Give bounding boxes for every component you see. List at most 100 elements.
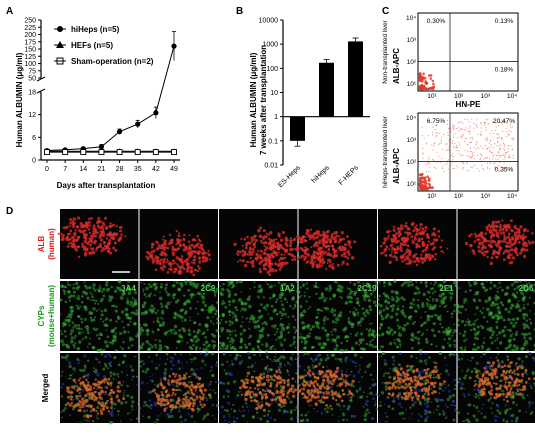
- merged-signal: [349, 359, 352, 361]
- albumin-signal: [112, 223, 116, 227]
- merged-signal: [147, 405, 150, 408]
- cyp-signal: [206, 283, 210, 287]
- albumin-signal: [241, 249, 245, 253]
- cyp-signal: [490, 303, 494, 307]
- merged-overlap-signal: [246, 378, 249, 382]
- merged-overlap-signal: [270, 398, 274, 402]
- merged-overlap-signal: [275, 384, 279, 388]
- merged-overlap-signal: [185, 372, 188, 375]
- merged-signal: [223, 419, 226, 422]
- merged-overlap-signal: [87, 404, 91, 408]
- cyp-signal: [279, 335, 283, 339]
- albumin-signal: [164, 239, 167, 243]
- cyp-signal: [293, 337, 295, 340]
- albumin-signal: [285, 238, 289, 242]
- cyp-signal: [323, 299, 327, 303]
- albumin-signal: [253, 234, 257, 239]
- merged-signal: [365, 369, 368, 371]
- cyp-signal: [276, 327, 279, 331]
- flow-event: [452, 147, 454, 149]
- flow-event: [501, 123, 503, 125]
- merged-signal: [259, 417, 263, 421]
- flow-event: [461, 162, 463, 164]
- flow-event: [461, 154, 464, 156]
- flow-x-tick: 10⁴: [507, 193, 517, 200]
- flow-event: [495, 132, 497, 135]
- merged-signal: [307, 365, 311, 370]
- y-tick-label: 10: [270, 90, 278, 97]
- merged-signal: [130, 368, 135, 372]
- merged-signal: [78, 359, 81, 362]
- merged-overlap-signal: [264, 366, 268, 369]
- albumin-signal: [492, 239, 495, 242]
- merged-overlap-signal: [104, 401, 108, 405]
- cyp-signal: [231, 299, 236, 303]
- cyp-signal: [510, 283, 514, 287]
- cyp-signal: [520, 347, 524, 351]
- merged-overlap-signal: [89, 414, 93, 418]
- merged-signal: [111, 414, 113, 417]
- cyp-signal: [110, 285, 113, 289]
- cyp-signal: [135, 309, 139, 312]
- data-point-circle: [116, 129, 123, 135]
- albumin-signal: [268, 255, 272, 259]
- cyp-signal: [426, 329, 429, 332]
- merged-overlap-signal: [84, 394, 88, 398]
- cyp-signal: [301, 349, 304, 353]
- merged-signal: [326, 365, 328, 368]
- cyp-signal: [105, 283, 109, 287]
- albumin-signal: [346, 257, 350, 260]
- cyp-signal: [272, 310, 276, 313]
- cyp-signal: [368, 304, 372, 309]
- cyp-signal: [398, 331, 401, 334]
- merged-signal: [143, 400, 147, 404]
- cyp-signal: [395, 312, 399, 316]
- cyp-signal: [430, 314, 434, 318]
- flow-event: [501, 121, 503, 124]
- merged-signal: [125, 365, 128, 368]
- albumin-signal: [405, 250, 409, 254]
- flow-event: [480, 131, 482, 133]
- merged-signal: [211, 369, 213, 371]
- cyp-signal: [363, 297, 366, 301]
- cyp-signal: [406, 280, 410, 284]
- flow-event: [486, 136, 488, 139]
- cyp-signal: [305, 300, 308, 303]
- cyp-signal: [275, 330, 278, 333]
- albumin-signal: [282, 263, 285, 267]
- merged-signal: [209, 383, 212, 386]
- flow-event: [467, 150, 469, 152]
- merged-signal: [197, 411, 199, 413]
- cyp-signal: [429, 287, 433, 291]
- flow-event: [431, 87, 435, 91]
- cyp-signal: [283, 297, 286, 300]
- cyp-signal: [234, 306, 238, 310]
- cyp-signal: [160, 283, 163, 286]
- merged-overlap-signal: [151, 389, 155, 393]
- albumin-signal: [178, 235, 181, 238]
- merged-overlap-signal: [342, 392, 346, 396]
- cyp-signal: [373, 296, 376, 298]
- row-label: Merged: [41, 374, 50, 403]
- cyp-signal: [340, 289, 344, 293]
- cyp-signal: [315, 292, 318, 296]
- cyp-signal: [362, 282, 365, 285]
- cyp-signal: [369, 292, 373, 296]
- cyp-signal: [127, 287, 130, 289]
- albumin-signal: [77, 255, 81, 259]
- flow-event: [509, 118, 512, 120]
- albumin-signal: [485, 250, 489, 254]
- albumin-signal: [331, 244, 335, 248]
- cyp-signal: [527, 326, 531, 330]
- flow-event: [482, 148, 484, 150]
- cyp-signal: [432, 322, 436, 326]
- albumin-signal: [343, 251, 347, 255]
- flow-event: [469, 127, 471, 129]
- merged-overlap-signal: [185, 395, 188, 399]
- flow-event: [499, 161, 501, 163]
- cyp-signal: [367, 333, 372, 337]
- albumin-signal: [100, 234, 103, 237]
- cyp-signal: [86, 296, 90, 300]
- cyp-signal: [448, 284, 452, 289]
- albumin-signal: [267, 264, 272, 268]
